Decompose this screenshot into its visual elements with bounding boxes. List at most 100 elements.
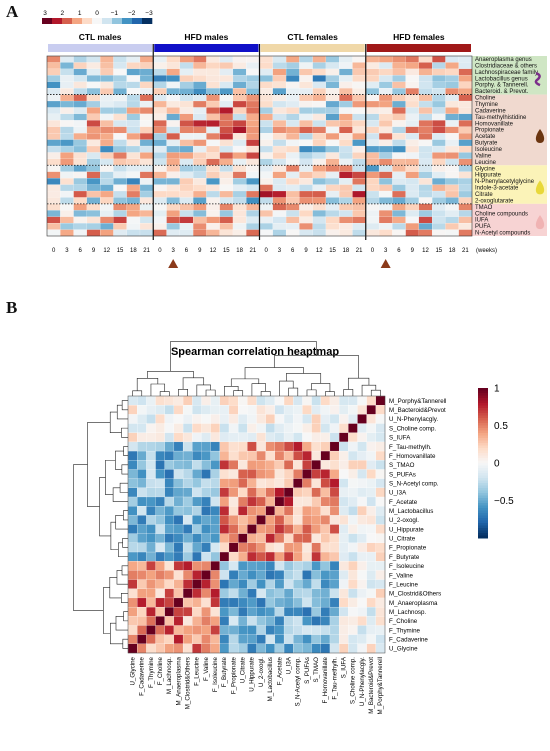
correlation-cell: [219, 441, 230, 452]
correlation-cell: [302, 588, 312, 599]
heatmap-cell: [259, 139, 274, 147]
correlation-cell: [265, 432, 276, 443]
correlation-cell: [357, 524, 367, 535]
heatmap-cell: [60, 152, 74, 160]
correlation-cell: [265, 423, 276, 434]
correlation-cell: [155, 432, 166, 443]
correlation-cell: [228, 625, 239, 635]
correlation-cell: [320, 506, 331, 516]
heatmap-cell: [392, 178, 406, 185]
correlation-cell: [192, 515, 202, 525]
colorbar-segment: [478, 420, 488, 424]
heatmap-cell: [312, 113, 327, 121]
correlation-cell: [302, 643, 312, 654]
heatmap-cell: [325, 107, 340, 115]
heatmap-cell: [272, 158, 287, 166]
correlation-cell: [265, 616, 276, 626]
dendrogram-branch: [116, 404, 128, 420]
correlation-cell: [155, 542, 166, 553]
heatmap-cell: [272, 55, 287, 63]
heatmap-cell: [259, 68, 274, 76]
correlation-cell: [247, 625, 257, 635]
correlation-cell: [127, 478, 138, 489]
heatmap-cell: [418, 210, 433, 218]
heatmap-cell: [392, 133, 406, 140]
correlation-cell: [173, 405, 184, 415]
correlation-cell: [293, 441, 303, 452]
heatmap-cell: [392, 75, 406, 83]
heatmap-cell: [259, 203, 274, 211]
heatmap-cell: [312, 62, 327, 70]
heatmap-cell: [179, 62, 194, 70]
correlation-cell: [228, 533, 239, 544]
correlation-cell: [201, 395, 211, 406]
correlation-cell: [182, 551, 193, 562]
correlation-cell: [329, 432, 340, 443]
row-label: F_Cadaverine: [389, 637, 428, 644]
correlation-cell: [164, 450, 175, 461]
week-tick: 3: [172, 248, 176, 254]
correlation-cell: [366, 634, 377, 645]
heatmap-cell: [259, 126, 274, 134]
heatmap-cell: [325, 216, 340, 224]
heatmap-cell: [113, 203, 127, 211]
colorbar-segment: [478, 455, 488, 459]
correlation-cell: [182, 570, 193, 580]
correlation-cell: [256, 460, 267, 470]
heatmap-cell: [153, 165, 167, 173]
fecal-drop-icon: [535, 129, 545, 143]
correlation-cell: [146, 460, 156, 470]
correlation-cell: [238, 634, 248, 645]
colorbar-segment: [478, 413, 488, 416]
correlation-cell: [127, 515, 138, 525]
heatmap-cell: [392, 145, 406, 153]
correlation-cell: [137, 487, 147, 498]
heatmap-cell: [418, 203, 433, 211]
heatmap-cell: [73, 229, 88, 237]
correlation-cell: [238, 441, 248, 452]
heatmap-cell: [339, 94, 353, 102]
correlation-cell: [283, 625, 294, 635]
heatmap-cell: [86, 94, 101, 102]
correlation-cell: [338, 441, 349, 452]
heatmap-cell: [73, 88, 88, 95]
correlation-cell: [210, 478, 221, 489]
correlation-cell: [127, 551, 138, 562]
heatmap-cell: [312, 165, 327, 173]
row-group-band: [472, 165, 547, 204]
correlation-cell: [173, 579, 184, 590]
heatmap-cell: [365, 100, 380, 108]
heatmap-cell: [458, 223, 473, 230]
group-bar: [260, 44, 365, 52]
heatmap-cell: [458, 152, 473, 160]
heatmap-cell: [365, 107, 380, 115]
heatmap-cell: [153, 229, 167, 237]
correlation-cell: [201, 588, 211, 599]
week-tick: 12: [103, 248, 110, 254]
dendrogram-branch: [132, 390, 143, 396]
correlation-cell: [201, 432, 211, 443]
heatmap-cell: [272, 133, 287, 140]
heatmap-cell: [86, 171, 101, 179]
heatmap-cell: [365, 88, 380, 95]
correlation-cell: [283, 515, 294, 525]
correlation-cell: [366, 524, 377, 535]
correlation-cell: [375, 441, 386, 452]
heatmap-cell: [246, 152, 260, 160]
heatmap-cell: [405, 152, 420, 160]
week-tick: 15: [329, 248, 336, 254]
correlation-cell: [247, 478, 257, 489]
correlation-cell: [366, 579, 377, 590]
correlation-cell: [338, 423, 349, 434]
correlation-cell: [256, 478, 267, 489]
correlation-cell: [265, 496, 276, 507]
heatmap-cell: [206, 203, 220, 211]
correlation-cell: [256, 551, 267, 562]
dendrogram-branch: [115, 615, 128, 631]
heatmap-cell: [60, 210, 74, 218]
heatmap-cell: [86, 107, 101, 115]
correlation-cell: [274, 423, 285, 434]
heatmap-cell: [458, 107, 473, 115]
correlation-cell: [256, 423, 267, 434]
correlation-cell: [302, 405, 312, 415]
